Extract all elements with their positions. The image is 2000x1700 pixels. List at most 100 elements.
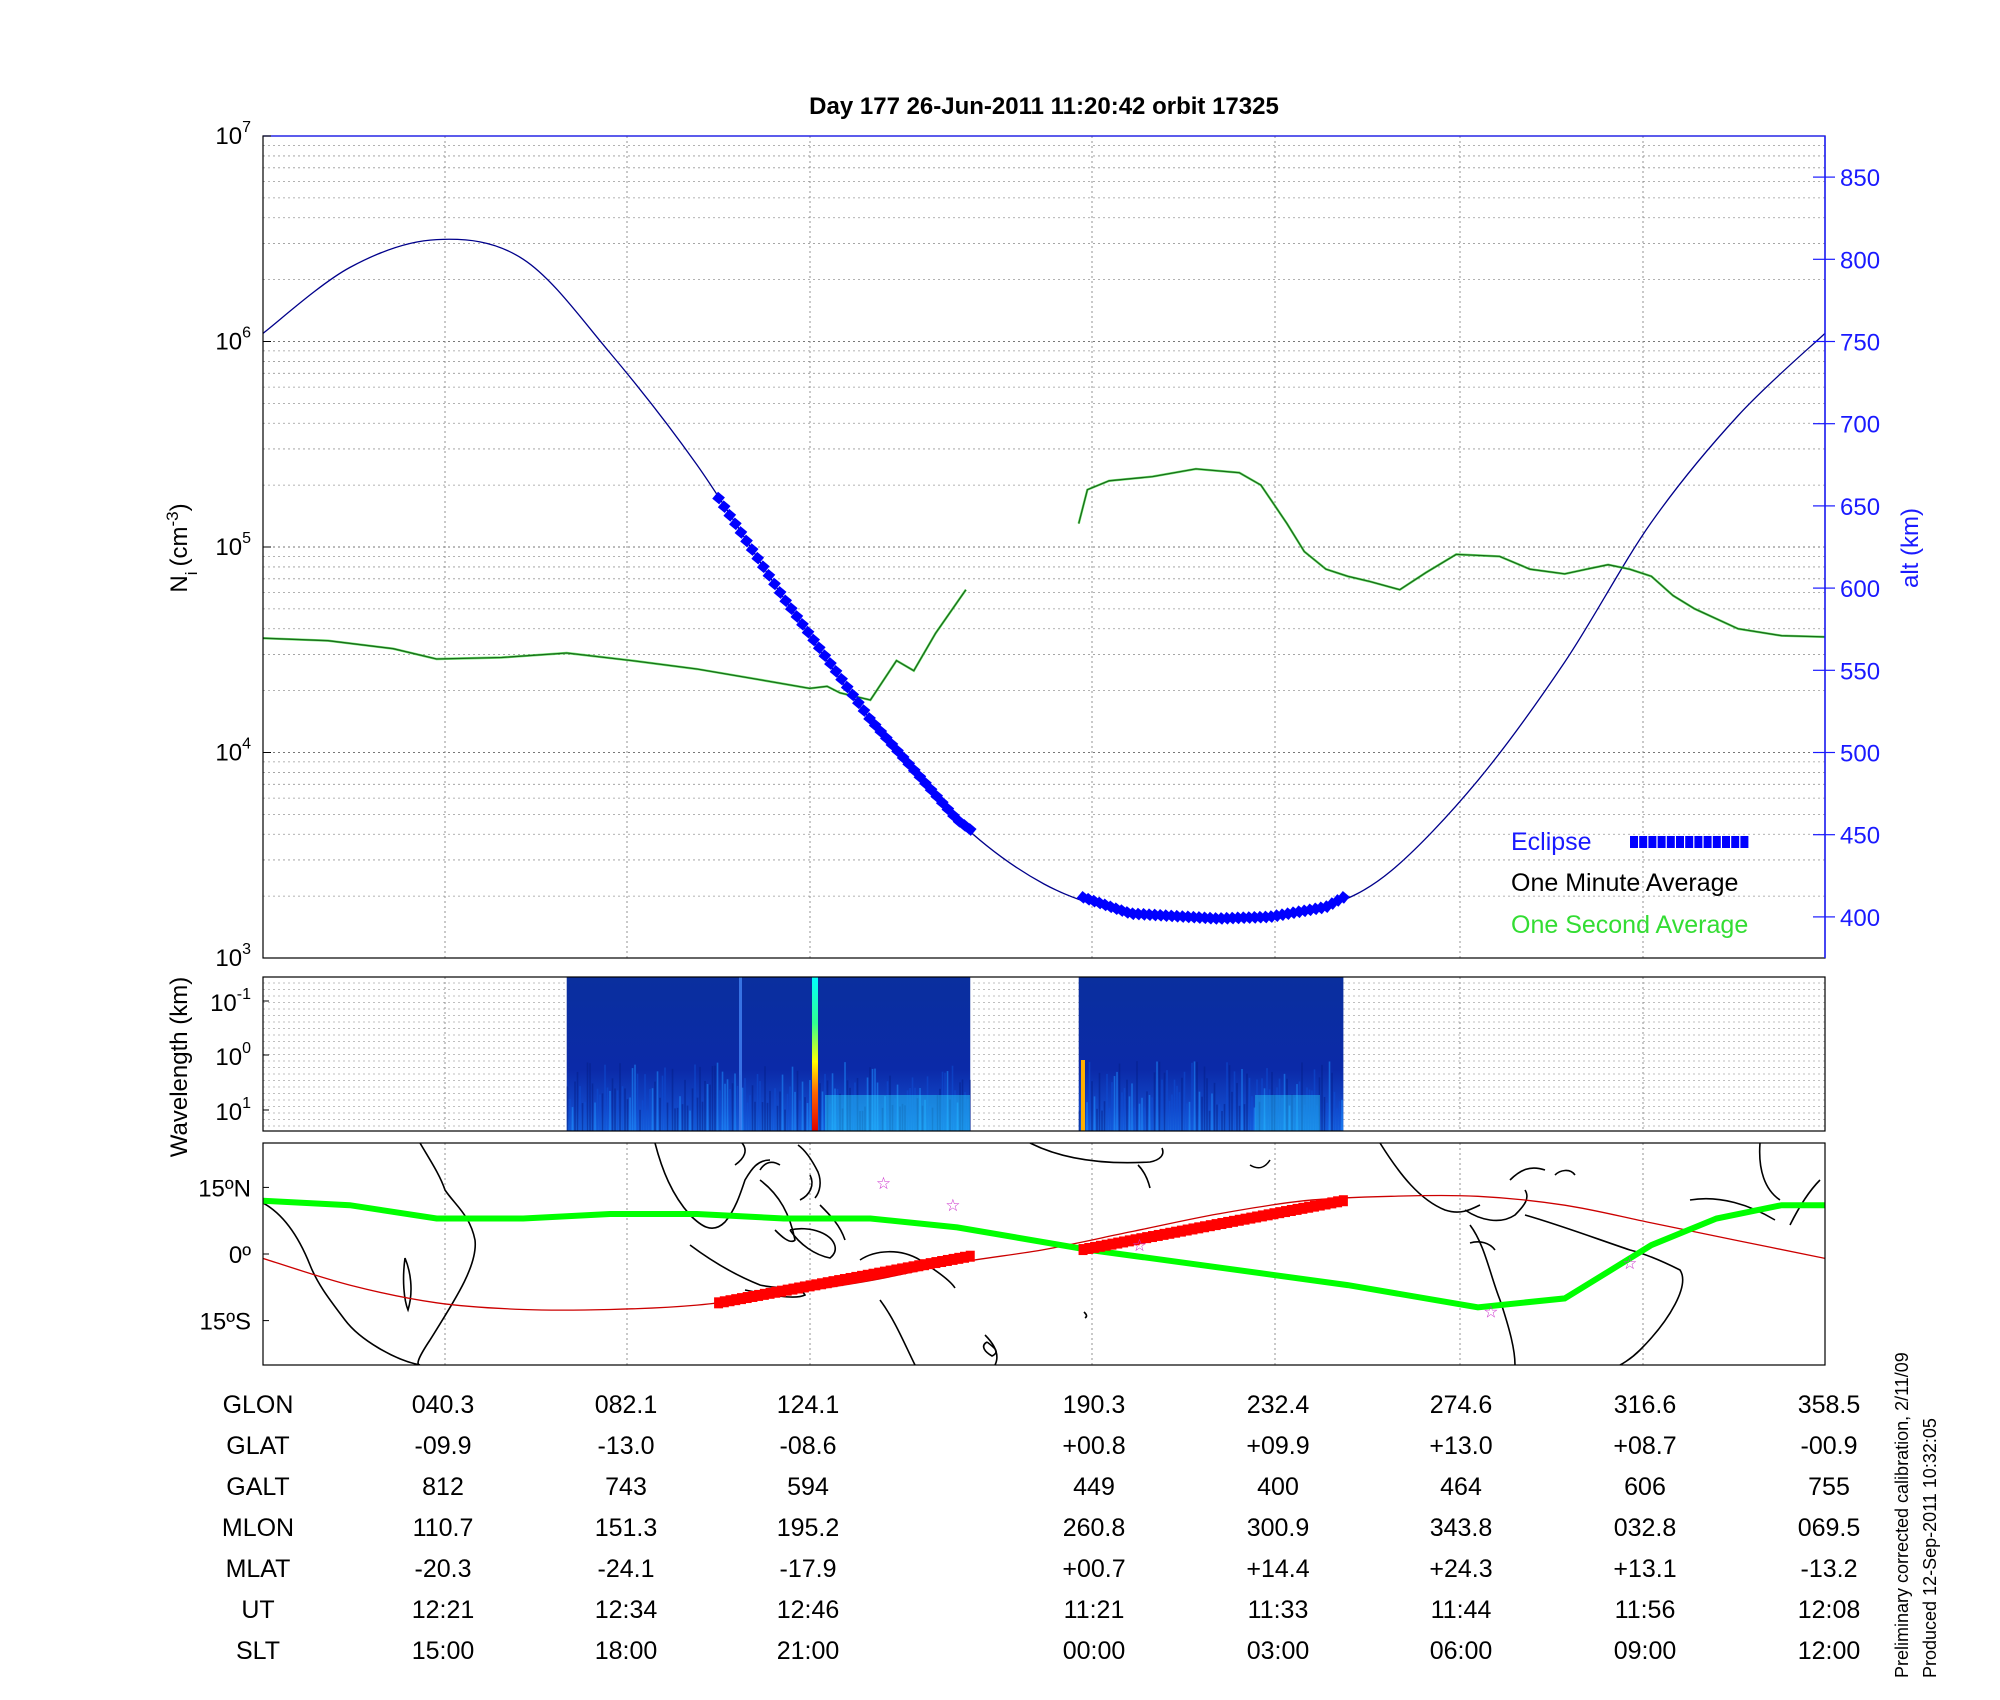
- spectrum-stripe: [616, 1090, 619, 1131]
- eclipse-marker: [937, 1256, 947, 1268]
- eclipse-marker: [1200, 1221, 1210, 1233]
- spectrum-stripe: [1253, 1107, 1256, 1131]
- table-cell: +13.1: [1613, 1555, 1676, 1583]
- table-cell: 260.8: [1063, 1514, 1126, 1542]
- table-cell: -13.2: [1801, 1555, 1858, 1583]
- eclipse-marker: [954, 1252, 964, 1264]
- spectrum-stripe: [956, 1102, 959, 1131]
- eclipse-marker: [857, 704, 871, 717]
- table-cell: 124.1: [777, 1391, 840, 1419]
- spectrum-stripe: [1168, 1100, 1171, 1131]
- spectrum-stripe: [1306, 1087, 1308, 1131]
- table-row-label: GLAT: [226, 1432, 289, 1460]
- spectrum-stripe: [654, 1081, 656, 1131]
- eclipse-marker: [1119, 1236, 1129, 1248]
- spectrum-stripe: [1273, 1094, 1276, 1131]
- spectrum-tick-label: 101: [215, 1095, 251, 1126]
- eclipse-marker: [1228, 1215, 1238, 1227]
- eclipse-marker: [1648, 836, 1657, 848]
- produced-note: Produced 12-Sep-2011 10:32:05: [1920, 1418, 1940, 1678]
- spectrum-stripe: [619, 1063, 621, 1131]
- spectrum-stripe: [699, 1066, 701, 1131]
- spectrum-stripe: [674, 1108, 676, 1131]
- spectrum-stripe: [1341, 1099, 1343, 1131]
- spectrum-stripe: [951, 1065, 954, 1131]
- spectrum-stripe: [1211, 1093, 1213, 1131]
- one-minute-average-line: [1078, 468, 1825, 638]
- spectrum-stripe: [1128, 1096, 1131, 1131]
- spectrum-stripe: [689, 1110, 691, 1131]
- table-cell: 464: [1440, 1473, 1482, 1501]
- spectrum-stripe: [831, 1073, 834, 1131]
- spectrum-stripe: [964, 1091, 966, 1131]
- spectrum-stripe: [754, 1101, 756, 1131]
- eclipse-marker: [745, 543, 759, 556]
- density-y-ticks: 103 104 105 106 107: [215, 119, 271, 972]
- table-cell: 743: [605, 1473, 647, 1501]
- spectrum-stripe: [781, 1074, 784, 1131]
- map-tick-label: 15ºN: [198, 1175, 251, 1202]
- spectrum-stripe: [606, 1087, 609, 1131]
- spectrum-stripe: [769, 1090, 771, 1131]
- spectrum-stripe: [681, 1104, 684, 1131]
- density-tick-label: 105: [215, 530, 251, 561]
- eclipse-marker: [1107, 1238, 1117, 1250]
- spectrum-stripe: [894, 1098, 896, 1131]
- spectrum-stripe: [634, 1064, 636, 1131]
- spectrum-stripe: [1283, 1073, 1286, 1131]
- spectrum-stripe: [1208, 1110, 1211, 1131]
- spectrum-stripe: [1298, 1081, 1301, 1131]
- spectrum-stripe: [789, 1086, 791, 1131]
- altitude-tick-label: 450: [1840, 823, 1880, 850]
- eclipse-marker: [1298, 1202, 1308, 1214]
- eclipse-marker: [1694, 836, 1703, 848]
- station-star-icon: ☆: [1483, 1303, 1498, 1322]
- spectrum-stripe: [686, 1105, 689, 1131]
- spectrum-stripe: [864, 1106, 866, 1131]
- eclipse-marker: [862, 1269, 872, 1281]
- calibration-note: Preliminary corrected calibration, 2/11/…: [1892, 1352, 1912, 1678]
- spectrum-stripe: [1098, 1072, 1101, 1131]
- table-row-label: MLAT: [226, 1555, 291, 1583]
- spectrum-stripe: [1153, 1072, 1156, 1131]
- table-cell: 755: [1808, 1473, 1850, 1501]
- spectrum-stripe: [851, 1095, 854, 1131]
- table-cell: +09.9: [1246, 1432, 1309, 1460]
- table-cell: 00:00: [1063, 1637, 1126, 1665]
- spectrum-stripe: [1081, 1060, 1085, 1131]
- eclipse-marker: [1090, 1241, 1100, 1253]
- table-cell: 449: [1073, 1473, 1115, 1501]
- eclipse-marker: [768, 577, 781, 591]
- spectrum-stripe: [941, 1071, 944, 1131]
- spectrum-stripe: [829, 1103, 831, 1131]
- eclipse-marker: [1084, 1242, 1094, 1254]
- map-y-ticks: 15ºN 0º 15ºS: [198, 1175, 269, 1336]
- spectrum-stripe: [566, 1086, 569, 1131]
- spectrum-stripe: [749, 1095, 751, 1131]
- spectrum-stripe: [799, 1100, 801, 1131]
- table-cell: -09.9: [415, 1432, 472, 1460]
- spectrum-stripe: [1281, 1097, 1283, 1131]
- eclipse-marker: [712, 491, 725, 505]
- spectrum-stripe: [1291, 1094, 1293, 1131]
- eclipse-marker: [834, 1275, 844, 1287]
- spectrum-stripe: [1171, 1094, 1173, 1131]
- spectrum-stripe: [731, 1083, 734, 1131]
- spectrum-stripe: [671, 1068, 674, 1131]
- table-cell: -13.0: [598, 1432, 655, 1460]
- eclipse-marker: [807, 633, 820, 647]
- table-cell: 03:00: [1247, 1637, 1310, 1665]
- spectrum-stripe: [774, 1088, 776, 1131]
- spectrum-stripe: [1338, 1101, 1341, 1131]
- spectrum-panel: 10-1 100 101 Wavelength (km): [166, 976, 1826, 1157]
- spectrum-stripe: [591, 1083, 594, 1131]
- eclipse-marker: [717, 500, 731, 514]
- spectrum-stripe: [696, 1097, 699, 1131]
- eclipse-marker: [801, 625, 815, 639]
- spectrum-stripe: [796, 1070, 799, 1131]
- spectrum-stripe: [929, 1105, 931, 1131]
- spectrum-stripe: [871, 1068, 874, 1131]
- density-tick-label: 104: [215, 736, 251, 767]
- orbit-parameter-table: GLON GLAT GALT MLON MLAT UT SLT 040.3 -09.9 812 11…: [222, 1391, 1860, 1665]
- eclipse-marker: [723, 508, 737, 522]
